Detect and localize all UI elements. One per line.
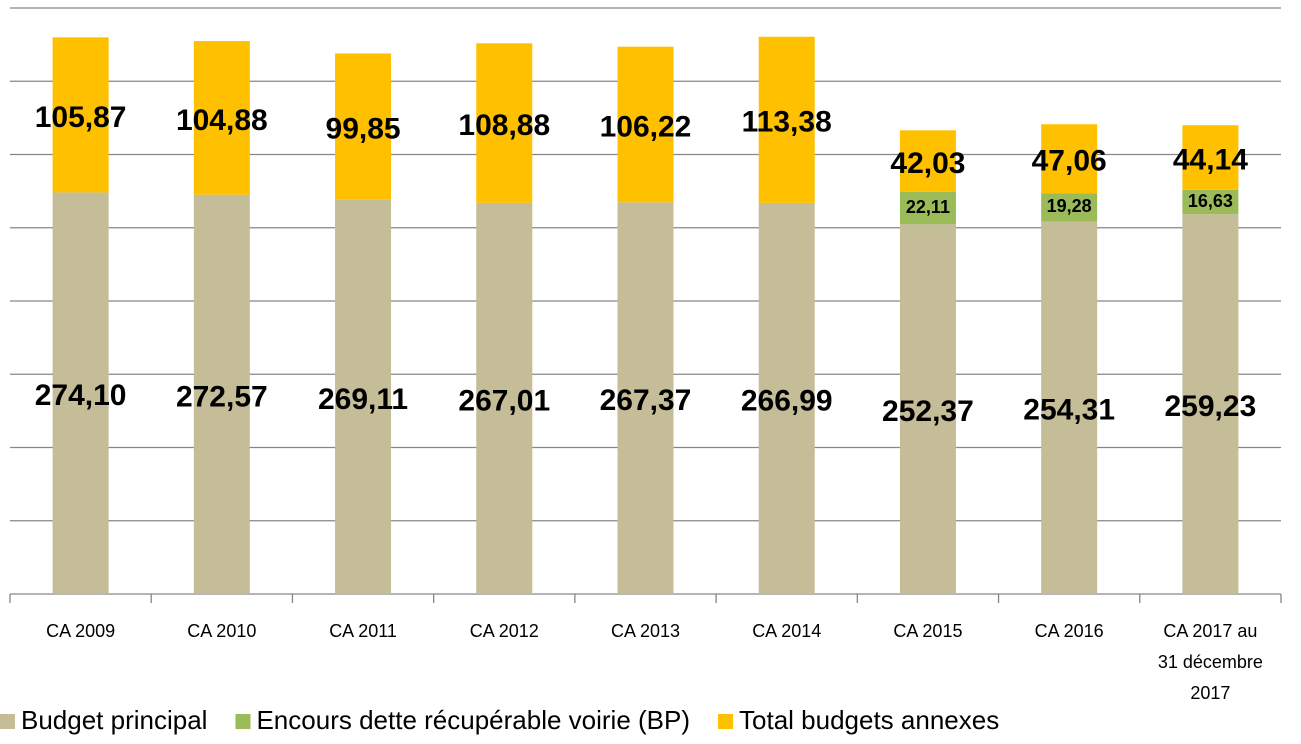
x-tick-label: CA 2015 [893, 621, 962, 641]
x-tick-label-line: 2017 [1190, 683, 1230, 703]
x-tick-label: CA 2009 [46, 621, 115, 641]
data-label: 108,88 [458, 109, 550, 142]
x-tick-label: CA 2012 [470, 621, 539, 641]
bar-segment [1041, 193, 1098, 222]
bar-segment [1182, 214, 1239, 595]
bar-segment [1182, 125, 1239, 190]
data-label: 267,37 [600, 384, 692, 417]
data-label: 16,63 [1188, 191, 1233, 211]
bar-segment [758, 202, 815, 594]
x-tick-label-line: 31 décembre [1158, 652, 1263, 672]
data-label: 105,87 [35, 101, 127, 134]
bar-segment [1041, 124, 1098, 194]
data-label: 106,22 [600, 110, 692, 143]
data-label: 47,06 [1032, 145, 1107, 178]
bar-segment [193, 41, 250, 195]
data-label: 272,57 [176, 380, 268, 413]
data-label: 22,11 [906, 197, 950, 217]
legend-label: Budget principal [21, 705, 207, 735]
data-label: 252,37 [882, 395, 974, 428]
bar-segment [899, 224, 956, 594]
legend-label: Total budgets annexes [739, 705, 999, 735]
legend-swatch [0, 714, 15, 729]
data-label: 269,11 [318, 383, 408, 416]
data-label: 254,31 [1023, 394, 1115, 427]
data-label: 42,03 [890, 147, 965, 180]
legend-swatch [718, 714, 734, 729]
x-tick-label-line: CA 2017 au [1163, 621, 1257, 641]
bar-segment [193, 194, 250, 595]
bar-segment [335, 53, 392, 200]
legend-label: Encours dette récupérable voirie (BP) [256, 705, 690, 735]
data-label: 267,01 [458, 384, 550, 417]
x-tick-label: CA 2010 [187, 621, 256, 641]
bar-segment [617, 202, 674, 594]
x-tick-label: CA 2011 [329, 621, 397, 641]
bar-segment [476, 43, 533, 203]
bar-segment [476, 202, 533, 594]
bar-segment [758, 36, 815, 203]
bar-segment [335, 199, 392, 594]
data-label: 259,23 [1165, 390, 1257, 423]
x-tick-label: CA 2017 au 31 décembre 2017 [1158, 621, 1263, 703]
data-label: 274,10 [35, 379, 127, 412]
bar-segment [1182, 189, 1239, 215]
data-label: 113,38 [742, 106, 832, 139]
bar-segment [52, 37, 109, 193]
data-label: 99,85 [326, 113, 401, 146]
bar-segment [52, 192, 109, 595]
data-label: 104,88 [176, 104, 268, 137]
x-tick-label: CA 2014 [752, 621, 821, 641]
bar-segment [899, 191, 956, 225]
data-label: 19,28 [1047, 196, 1092, 216]
data-label: 44,14 [1173, 143, 1248, 176]
legend-swatch [235, 714, 251, 729]
x-tick-label: CA 2016 [1035, 621, 1104, 641]
bar-segment [899, 130, 956, 192]
bar-segment [617, 46, 674, 203]
x-tick-label: CA 2013 [611, 621, 680, 641]
bar-segment [1041, 221, 1098, 594]
data-label: 266,99 [741, 384, 833, 417]
